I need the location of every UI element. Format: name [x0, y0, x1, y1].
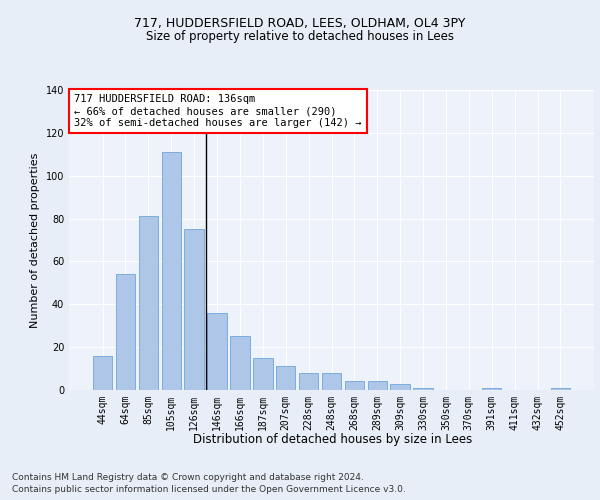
- Bar: [368, 382, 387, 390]
- Bar: [184, 230, 204, 390]
- Bar: [116, 274, 135, 390]
- Bar: [139, 216, 158, 390]
- Text: Size of property relative to detached houses in Lees: Size of property relative to detached ho…: [146, 30, 454, 43]
- Bar: [413, 388, 433, 390]
- Bar: [276, 366, 295, 390]
- Bar: [551, 388, 570, 390]
- Text: Contains HM Land Registry data © Crown copyright and database right 2024.: Contains HM Land Registry data © Crown c…: [12, 472, 364, 482]
- Bar: [322, 373, 341, 390]
- Y-axis label: Number of detached properties: Number of detached properties: [30, 152, 40, 328]
- Text: Contains public sector information licensed under the Open Government Licence v3: Contains public sector information licen…: [12, 485, 406, 494]
- Bar: [93, 356, 112, 390]
- Bar: [299, 373, 319, 390]
- Bar: [482, 388, 502, 390]
- Text: 717 HUDDERSFIELD ROAD: 136sqm
← 66% of detached houses are smaller (290)
32% of : 717 HUDDERSFIELD ROAD: 136sqm ← 66% of d…: [74, 94, 362, 128]
- Bar: [161, 152, 181, 390]
- Bar: [344, 382, 364, 390]
- Text: 717, HUDDERSFIELD ROAD, LEES, OLDHAM, OL4 3PY: 717, HUDDERSFIELD ROAD, LEES, OLDHAM, OL…: [134, 18, 466, 30]
- Text: Distribution of detached houses by size in Lees: Distribution of detached houses by size …: [193, 432, 473, 446]
- Bar: [208, 313, 227, 390]
- Bar: [253, 358, 272, 390]
- Bar: [391, 384, 410, 390]
- Bar: [230, 336, 250, 390]
